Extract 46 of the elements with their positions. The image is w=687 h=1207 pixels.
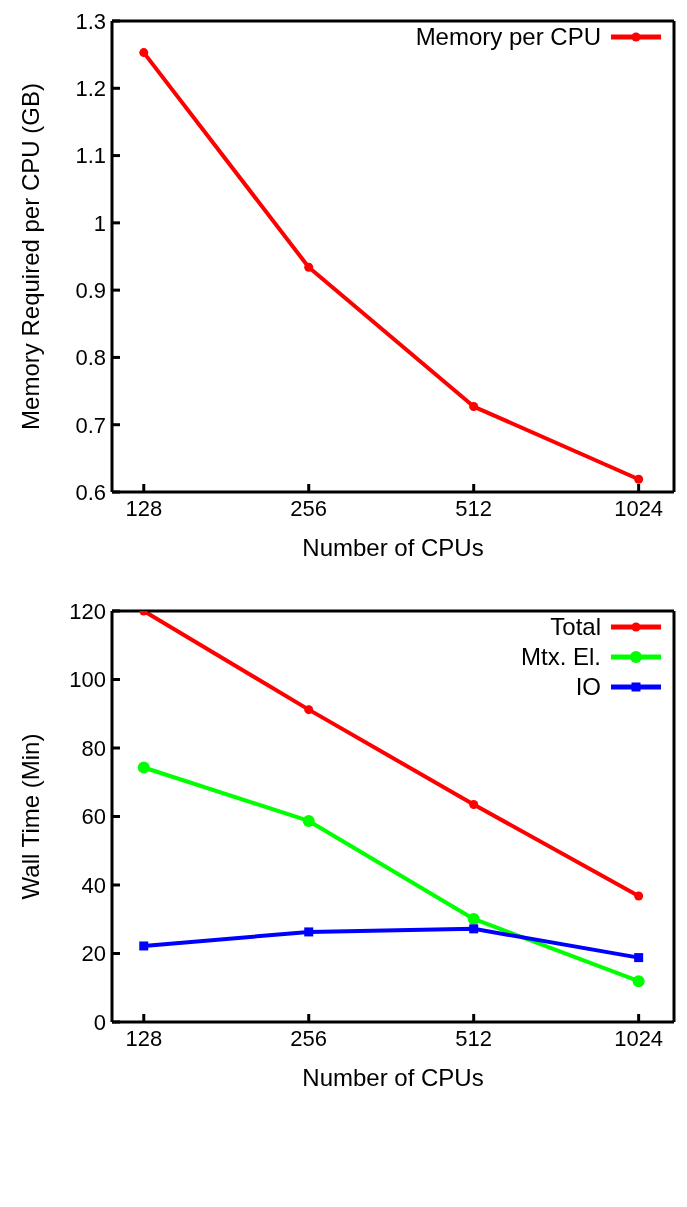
y-tick-label: 1.3 xyxy=(75,8,106,34)
point xyxy=(137,761,150,774)
point xyxy=(632,975,645,988)
y-tick-label: 0.8 xyxy=(75,345,106,371)
y-tick-label: 40 xyxy=(81,872,106,898)
point xyxy=(139,48,149,58)
y-tick-label: 0.6 xyxy=(75,479,106,505)
x-tick-label: 128 xyxy=(125,1025,163,1051)
x-tick-label: 512 xyxy=(455,1025,493,1051)
point xyxy=(467,912,480,925)
x-tick-label: 256 xyxy=(290,495,328,521)
legend-label: Mtx. El. xyxy=(520,642,601,672)
y-tick-label: 20 xyxy=(81,941,106,967)
point xyxy=(469,402,479,412)
point xyxy=(302,814,315,827)
x-axis-title: Number of CPUs xyxy=(302,534,484,561)
x-tick-label: 512 xyxy=(455,495,493,521)
y-tick-label: 120 xyxy=(69,598,106,624)
y-tick-label: 0.7 xyxy=(75,412,106,438)
point xyxy=(469,800,479,810)
y-tick-label: 1.2 xyxy=(75,76,106,102)
legend-label: Memory per CPU xyxy=(415,22,601,52)
x-tick-label: 1024 xyxy=(614,1025,664,1051)
point xyxy=(634,953,644,963)
point xyxy=(304,262,314,272)
legend-label: Total xyxy=(550,612,601,642)
x-tick-label: 256 xyxy=(290,1025,328,1051)
x-tick-label: 128 xyxy=(125,495,163,521)
y-tick-label: 1 xyxy=(93,210,106,236)
point xyxy=(304,927,314,937)
y-tick-label: 80 xyxy=(81,735,106,761)
y-axis-title: Memory Required per CPU (GB) xyxy=(16,83,44,430)
legend-label: IO xyxy=(575,672,601,702)
y-axis-title: Wall Time (Min) xyxy=(16,733,44,900)
y-tick-label: 0.9 xyxy=(75,277,106,303)
point xyxy=(634,474,644,484)
point xyxy=(304,705,314,715)
y-tick-label: 0 xyxy=(93,1009,106,1035)
x-axis-title: Number of CPUs xyxy=(302,1064,484,1091)
point xyxy=(139,941,149,951)
point xyxy=(634,891,644,901)
y-tick-label: 100 xyxy=(69,667,106,693)
y-tick-label: 60 xyxy=(81,804,106,830)
x-tick-label: 1024 xyxy=(614,495,664,521)
y-tick-label: 1.1 xyxy=(75,143,106,169)
point xyxy=(469,924,479,934)
